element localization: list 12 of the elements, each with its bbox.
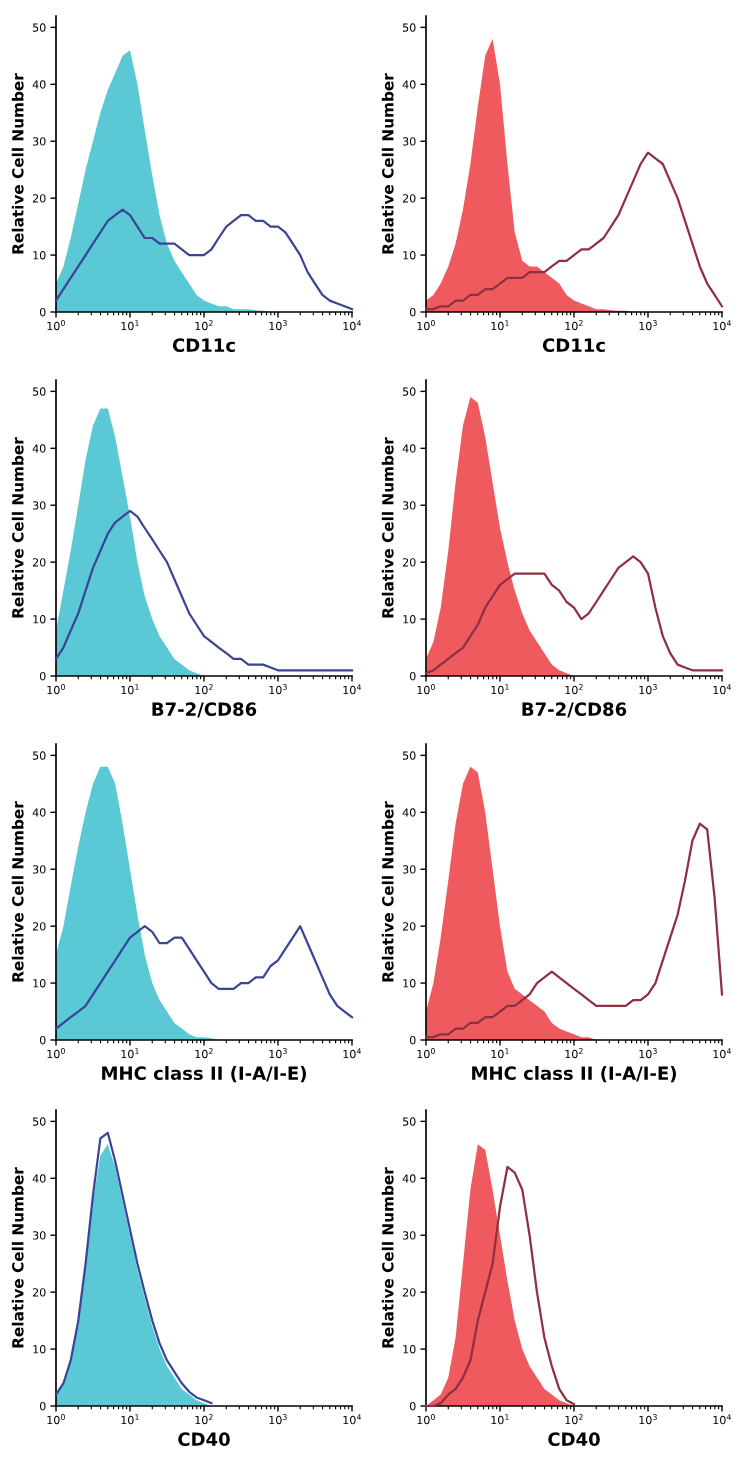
line-series — [54, 509, 354, 672]
x-axis-title: B7-2/CD86 — [152, 702, 257, 718]
x-axis-title: CD40 — [548, 1432, 600, 1447]
x-axis-title: B7-2/CD86 — [522, 702, 627, 718]
x-axis-title: MHC class II (I-A/I-E) — [102, 1066, 306, 1083]
x-axis-title: MHC class II (I-A/I-E) — [472, 1066, 676, 1083]
x-axis-title: CD11c — [542, 338, 605, 353]
x-axis-title: CD11c — [172, 338, 235, 353]
x-axis-title: CD40 — [178, 1432, 230, 1447]
line-series — [54, 1131, 213, 1405]
line-series — [54, 925, 354, 1030]
line-series — [424, 1165, 576, 1408]
